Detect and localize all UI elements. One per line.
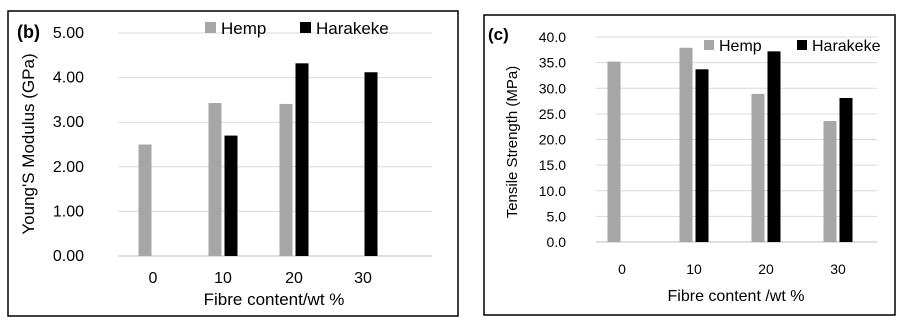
legend-label-harakeke: Harakeke (316, 19, 389, 38)
x-axis-title: Fibre content /wt % (668, 288, 805, 305)
y-tick-label: 1.00 (53, 203, 84, 220)
chart-panel-b: 0.00 1.00 2.00 3.00 4.00 5.00 0 10 20 30 Fibre con… (7, 10, 459, 317)
y-tick-label: 15.0 (539, 157, 566, 173)
y-tick-label: 0.0 (547, 234, 567, 250)
y-tick-label: 20.0 (539, 132, 566, 148)
y-tick-label: 30.0 (539, 80, 566, 96)
bar-hemp-20 (279, 103, 293, 256)
bar-hemp-10 (679, 47, 693, 243)
panel-label: (c) (488, 25, 509, 44)
chart-panel-c: 0.0 5.0 10.0 15.0 20.0 25.0 30.0 35.0 40.0 0 10 20 3… (483, 14, 896, 316)
bar-harakeke-20 (767, 51, 781, 242)
x-tick-label: 20 (285, 270, 303, 287)
y-axis-title: Tensile Strength (MPa) (504, 66, 521, 219)
y-tick-label: 2.00 (53, 159, 84, 176)
legend-swatch-harakeke (300, 22, 311, 33)
bar-harakeke-30 (839, 97, 853, 242)
legend-label-harakeke: Harakeke (812, 38, 881, 55)
x-tick-label: 30 (830, 261, 846, 277)
legend-swatch-hemp (704, 40, 714, 50)
x-tick-label: 10 (214, 270, 232, 287)
bar-hemp-0 (607, 61, 621, 242)
top-cropped-strip (0, 0, 901, 10)
legend-label-hemp: Hemp (221, 19, 266, 38)
x-tick-label: 10 (686, 261, 702, 277)
bar-hemp-20 (751, 93, 765, 242)
x-tick-label: 20 (758, 261, 774, 277)
legend-swatch-hemp (205, 22, 216, 33)
y-tick-label: 5.0 (547, 208, 567, 224)
legend-swatch-harakeke (797, 40, 807, 50)
legend-label-hemp: Hemp (719, 38, 762, 55)
x-axis-title: Fibre content/wt % (204, 290, 345, 309)
bar-harakeke-30 (364, 72, 378, 256)
bar-harakeke-10 (224, 135, 238, 256)
y-tick-label: 35.0 (539, 55, 566, 71)
y-tick-label: 4.00 (53, 70, 84, 87)
bar-hemp-0 (138, 144, 152, 256)
panel-border (7, 10, 459, 317)
x-tick-label: 30 (354, 270, 372, 287)
bar-hemp-30 (823, 121, 837, 242)
bar-hemp-10 (208, 103, 222, 256)
panel-border (483, 14, 896, 316)
y-tick-label: 40.0 (539, 29, 566, 45)
bar-harakeke-10 (695, 69, 709, 242)
y-tick-label: 3.00 (53, 114, 84, 131)
panel-label: (b) (17, 22, 40, 42)
y-axis-title: Young'S Modulus (GPa) (19, 53, 38, 234)
y-tick-label: 10.0 (539, 183, 566, 199)
x-tick-label: 0 (149, 270, 158, 287)
y-tick-label: 5.00 (53, 25, 84, 42)
bar-harakeke-20 (295, 63, 309, 256)
x-tick-label: 0 (618, 261, 626, 277)
y-tick-label: 25.0 (539, 106, 566, 122)
y-tick-label: 0.00 (53, 248, 84, 265)
